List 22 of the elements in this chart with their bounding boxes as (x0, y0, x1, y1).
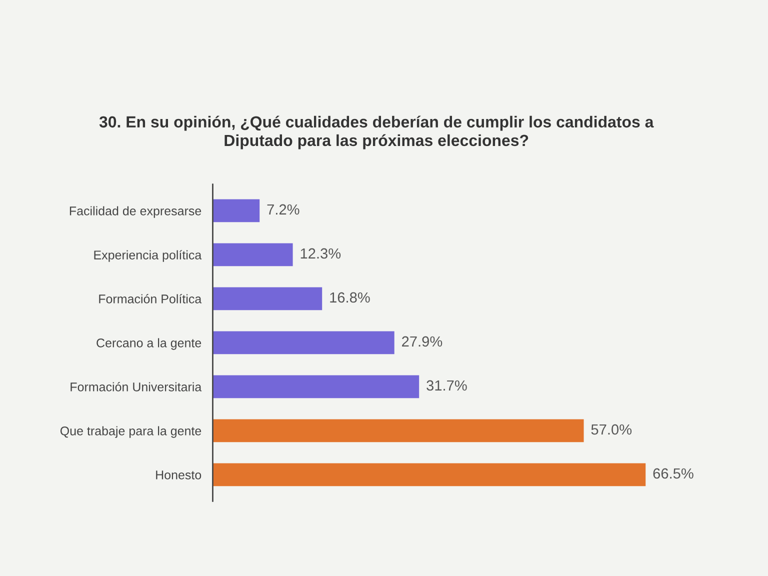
y-tick-label: Formación Universitaria (70, 382, 202, 392)
bar (212, 375, 420, 398)
y-tick-label: Facilidad de expresarse (70, 206, 202, 218)
y-tick-label: Honesto (156, 470, 202, 480)
data-label: 7.2% (267, 204, 300, 215)
y-tick-label: Experiencia política (94, 250, 202, 262)
y-tick-label: Que trabaje para la gente (60, 426, 202, 438)
data-label: 57.0% (591, 424, 632, 435)
bar (212, 419, 584, 442)
data-label: 12.3% (300, 248, 341, 259)
data-label: 27.9% (402, 336, 442, 347)
bar (212, 243, 293, 266)
y-tick-label: Formación Política (99, 294, 202, 304)
bar (212, 199, 260, 222)
data-label: 16.8% (330, 292, 370, 303)
data-label: 66.5% (653, 468, 694, 479)
bar (212, 463, 646, 486)
bar (212, 287, 322, 310)
y-tick-label: Cercano a la gente (96, 338, 202, 350)
bar (212, 331, 394, 354)
chart-title: 30. En su opinión, ¿Qué cualidades deberían de cumplir los candidatos a Diputado para las próximas elecciones? (99, 116, 654, 150)
data-label: 31.7% (426, 380, 467, 391)
